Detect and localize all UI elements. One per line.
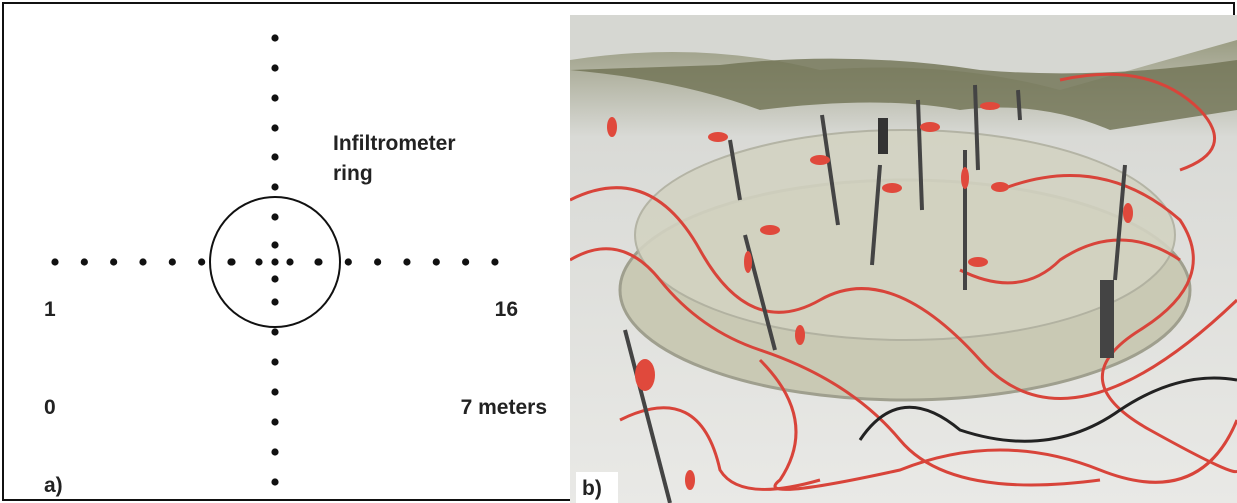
- electrode-dot: [169, 258, 176, 265]
- electrode-last: 16: [495, 298, 518, 321]
- electrode-dot: [271, 64, 278, 71]
- ring-label: Infiltrometer: [333, 132, 456, 155]
- electrode-dot: [228, 258, 235, 265]
- electrode-dot: [491, 258, 498, 265]
- panel-label: a): [44, 474, 63, 497]
- electrode-dot: [433, 258, 440, 265]
- electrode-dot: [139, 258, 146, 265]
- electrode-dot: [255, 258, 262, 265]
- electrode-dot: [51, 258, 58, 265]
- electrode-dot: [271, 34, 278, 41]
- electrode-dot: [271, 358, 278, 365]
- electrode-dot: [271, 448, 278, 455]
- electrode-dot: [403, 258, 410, 265]
- ring-label: ring: [333, 162, 373, 185]
- electrode-dot: [271, 213, 278, 220]
- electrode-dot: [462, 258, 469, 265]
- electrode-dot: [271, 388, 278, 395]
- electrode-dot: [271, 478, 278, 485]
- electrode-dot: [314, 258, 321, 265]
- electrode-first: 1: [44, 298, 56, 321]
- panel-label: b): [582, 477, 602, 500]
- electrode-dot: [271, 298, 278, 305]
- electrode-dot: [198, 258, 205, 265]
- electrode-dot: [271, 418, 278, 425]
- field-photo: b): [570, 15, 1237, 503]
- figure: Infiltrometer ring 1 16 0 7 meters a): [0, 0, 1237, 503]
- electrode-dot: [271, 153, 278, 160]
- electrode-dot: [286, 258, 293, 265]
- electrode-dot: [374, 258, 381, 265]
- electrode-dot: [81, 258, 88, 265]
- electrode-dot: [271, 94, 278, 101]
- electrode-dot: [271, 258, 278, 265]
- distance-end: 7 meters: [461, 396, 547, 419]
- electrode-dot: [271, 124, 278, 131]
- sensor: [1100, 280, 1114, 358]
- electrode-dot: [271, 275, 278, 282]
- sensor: [878, 118, 888, 154]
- ring-top: [635, 130, 1175, 340]
- electrode-dot: [271, 241, 278, 248]
- electrode-dot: [271, 183, 278, 190]
- electrode-dot: [271, 328, 278, 335]
- electrode-dot: [345, 258, 352, 265]
- electrode-dot: [110, 258, 117, 265]
- distance-start: 0: [44, 396, 56, 419]
